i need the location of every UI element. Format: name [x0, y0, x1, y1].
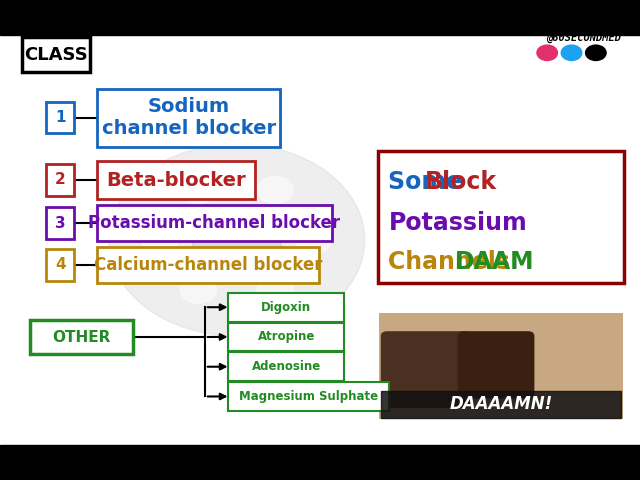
Circle shape	[257, 177, 293, 204]
Text: 3: 3	[55, 216, 65, 231]
FancyBboxPatch shape	[46, 207, 74, 239]
FancyBboxPatch shape	[22, 37, 90, 72]
Circle shape	[180, 276, 216, 303]
Text: 4: 4	[55, 257, 65, 273]
FancyBboxPatch shape	[97, 205, 332, 241]
FancyBboxPatch shape	[30, 320, 133, 354]
Text: @60SECONDMED: @60SECONDMED	[546, 32, 621, 43]
Bar	[381, 391, 621, 418]
FancyBboxPatch shape	[378, 151, 624, 283]
FancyBboxPatch shape	[381, 331, 470, 408]
FancyBboxPatch shape	[228, 382, 389, 411]
Text: Channels: Channels	[388, 250, 519, 274]
Text: Beta-blocker: Beta-blocker	[106, 170, 246, 190]
Text: OTHER: OTHER	[52, 330, 111, 345]
Text: Potassium: Potassium	[388, 211, 527, 235]
FancyBboxPatch shape	[97, 88, 280, 147]
Text: Potassium-channel blocker: Potassium-channel blocker	[88, 214, 340, 232]
Circle shape	[257, 276, 293, 303]
FancyBboxPatch shape	[46, 164, 74, 196]
Text: Sodium
channel blocker: Sodium channel blocker	[102, 97, 276, 138]
Text: DAAM: DAAM	[455, 250, 534, 274]
Text: CLASS: CLASS	[24, 46, 88, 64]
Text: Magnesium Sulphate: Magnesium Sulphate	[239, 390, 378, 403]
Circle shape	[192, 206, 282, 274]
Text: Block: Block	[425, 170, 497, 194]
FancyBboxPatch shape	[46, 249, 74, 281]
Bar	[0, 445, 640, 480]
Circle shape	[296, 227, 332, 253]
Circle shape	[142, 227, 178, 253]
FancyBboxPatch shape	[228, 352, 344, 381]
FancyBboxPatch shape	[228, 293, 344, 322]
Bar	[0, 0, 640, 35]
FancyBboxPatch shape	[458, 331, 534, 398]
FancyBboxPatch shape	[228, 323, 344, 351]
Text: Digoxin: Digoxin	[261, 300, 312, 314]
Text: Calcium-channel blocker: Calcium-channel blocker	[93, 256, 323, 274]
Text: Some: Some	[388, 170, 471, 194]
Circle shape	[180, 177, 216, 204]
FancyBboxPatch shape	[97, 247, 319, 283]
Text: 1: 1	[55, 110, 65, 125]
Text: DAAAAMN!: DAAAAMN!	[449, 396, 552, 413]
Circle shape	[109, 144, 365, 336]
Circle shape	[586, 45, 606, 60]
Text: 2: 2	[55, 172, 65, 188]
Text: Atropine: Atropine	[258, 330, 315, 344]
Text: Adenosine: Adenosine	[252, 360, 321, 373]
Circle shape	[561, 45, 582, 60]
Circle shape	[537, 45, 557, 60]
FancyBboxPatch shape	[97, 161, 255, 199]
FancyBboxPatch shape	[46, 102, 74, 133]
FancyBboxPatch shape	[379, 313, 623, 419]
